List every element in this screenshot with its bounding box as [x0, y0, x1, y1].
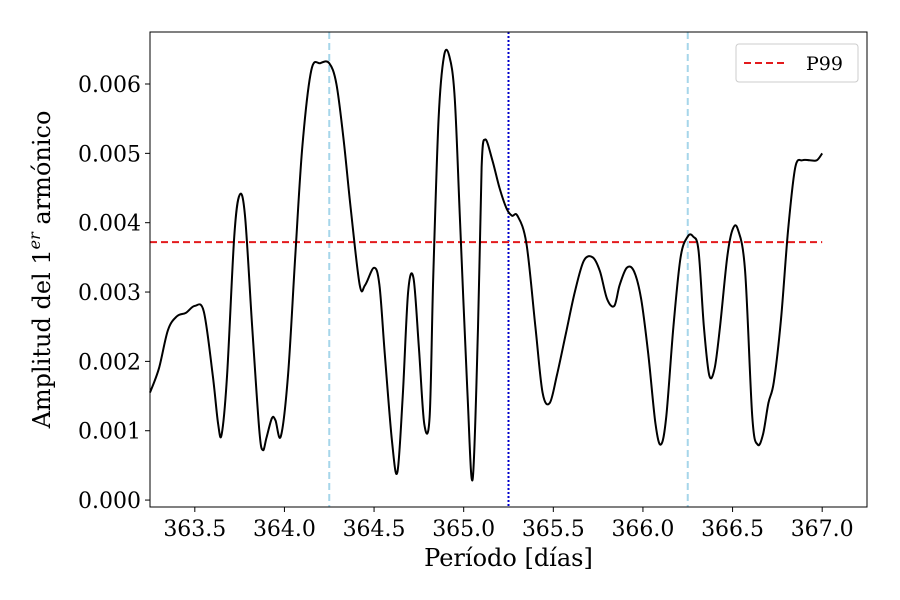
y-tick-label: 0.006: [78, 73, 141, 98]
x-tick-label: 366.0: [611, 517, 674, 542]
legend-box: [735, 43, 859, 83]
x-tick-label: 364.0: [253, 517, 316, 542]
legend: P99: [735, 43, 859, 83]
x-tick-label: 364.5: [343, 517, 406, 542]
y-tick-label: 0.002: [78, 350, 141, 375]
y-tick-label: 0.004: [78, 212, 141, 237]
y-axis-ticks: 0.000 0.001 0.002 0.003 0.004 0.005 0.006: [78, 73, 150, 514]
plot-frame: [149, 31, 868, 508]
legend-label: P99: [806, 53, 843, 75]
y-axis-label-suffix: armónico: [28, 111, 56, 233]
series-line-0: [149, 48, 824, 482]
y-axis-label-superscript: er: [25, 231, 44, 249]
y-tick-label: 0.001: [78, 420, 141, 445]
x-tick-label: 365.0: [432, 517, 495, 542]
x-tick-label: 365.5: [522, 517, 585, 542]
y-tick-label: 0.005: [78, 142, 141, 167]
x-tick-label: 363.5: [163, 517, 226, 542]
series-layer: [149, 48, 824, 482]
x-tick-label: 367.0: [791, 517, 854, 542]
x-axis-label: Período [días]: [424, 544, 593, 572]
reference-vertical-lines: [328, 32, 689, 507]
y-tick-label: 0.000: [78, 489, 141, 514]
x-axis-ticks: 363.5 364.0 364.5 365.0 365.5 366.0 366.5 367.0: [163, 507, 854, 542]
y-tick-label: 0.003: [78, 281, 141, 306]
y-axis-label-prefix: Amplitud del 1: [28, 249, 56, 429]
y-axis-label: Amplitud del 1er armónico: [25, 111, 56, 430]
x-tick-label: 366.5: [701, 517, 764, 542]
